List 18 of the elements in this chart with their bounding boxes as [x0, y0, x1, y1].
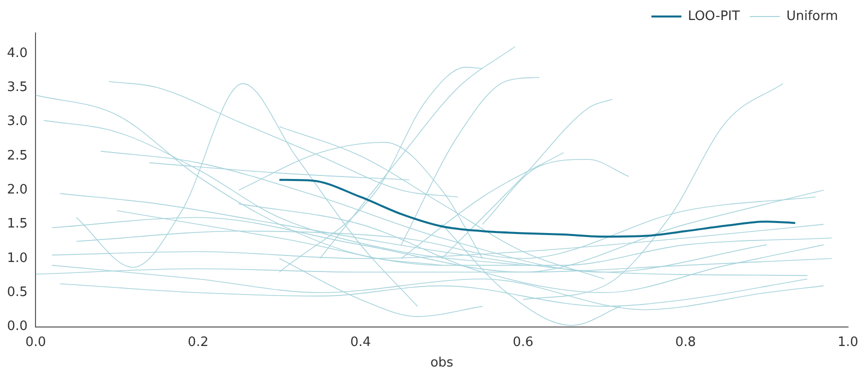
x-tick-label: 1.0 — [838, 334, 858, 350]
y-tick-label: 1.0 — [6, 250, 28, 266]
x-tick-label: 0.8 — [675, 334, 696, 350]
legend-label: LOO-PIT — [688, 8, 740, 24]
x-axis-title: obs — [430, 356, 454, 371]
legend-label: Uniform — [786, 8, 838, 24]
y-tick-label: 1.5 — [6, 216, 28, 232]
x-tick-label: 0.6 — [512, 334, 534, 350]
y-tick-label: 2.5 — [6, 148, 28, 164]
y-tick-label: 0.5 — [6, 285, 28, 300]
y-tick-label: 2.0 — [6, 182, 28, 198]
y-tick-label: 3.0 — [6, 114, 28, 130]
y-tick-label: 4.0 — [6, 46, 28, 61]
x-tick-label: 0.0 — [25, 334, 46, 350]
x-tick-label: 0.2 — [188, 334, 208, 350]
y-tick-label: 0.0 — [6, 319, 28, 334]
y-tick-label: 3.5 — [6, 80, 28, 96]
x-tick-label: 0.4 — [350, 334, 371, 350]
